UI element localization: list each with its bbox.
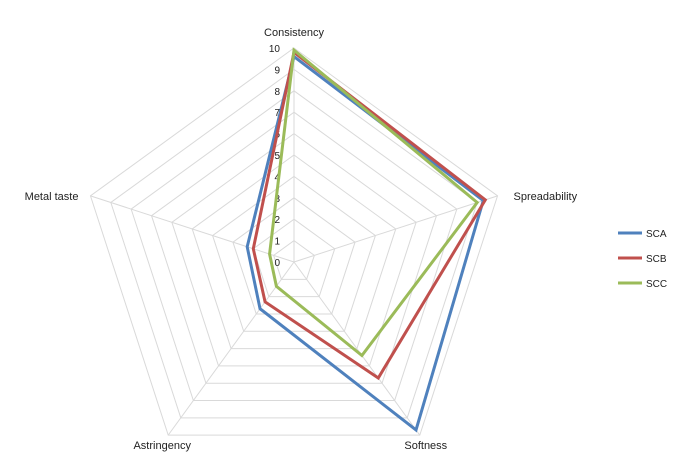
series-lines bbox=[245, 47, 488, 433]
grid-ring bbox=[171, 132, 417, 367]
legend-label: SCA bbox=[646, 229, 667, 240]
tick-label: 10 bbox=[269, 44, 281, 55]
legend: SCA SCB SCC bbox=[618, 229, 667, 290]
series-line-sca bbox=[245, 53, 486, 433]
grid-ring bbox=[273, 239, 315, 280]
legend-label: SCB bbox=[646, 254, 667, 265]
grid-ring bbox=[212, 175, 376, 332]
spoke-line bbox=[90, 195, 295, 263]
radar-spokes bbox=[90, 48, 498, 436]
tick-label: 9 bbox=[274, 65, 280, 76]
tick-label: 8 bbox=[274, 87, 280, 98]
axis-label-spreadability: Spreadability bbox=[514, 191, 578, 203]
axis-label-softness: Softness bbox=[404, 440, 447, 452]
axis-label-consistency: Consistency bbox=[264, 27, 324, 39]
grid-ring bbox=[252, 218, 336, 298]
grid-ring bbox=[150, 111, 438, 384]
axis-label-metal-taste: Metal taste bbox=[25, 191, 79, 203]
grid-ring bbox=[191, 154, 397, 350]
grid-ring bbox=[110, 68, 478, 419]
tick-label: 2 bbox=[274, 215, 280, 226]
spoke-line bbox=[167, 261, 295, 436]
tick-label: 1 bbox=[274, 237, 280, 248]
axis-labels: Consistency Spreadability Softness Astringe… bbox=[25, 27, 578, 452]
tick-label: 0 bbox=[274, 258, 280, 269]
grid-ring bbox=[232, 197, 356, 315]
spoke-line bbox=[293, 261, 421, 436]
tick-label: 7 bbox=[274, 108, 280, 119]
grid-ring bbox=[130, 90, 458, 402]
radar-grid bbox=[89, 47, 499, 436]
grid-ring bbox=[89, 47, 499, 436]
series-line-scb bbox=[251, 49, 488, 381]
spoke-line bbox=[293, 195, 498, 263]
legend-label: SCC bbox=[646, 279, 667, 290]
axis-label-astringency: Astringency bbox=[133, 440, 191, 452]
tick-label: 5 bbox=[274, 151, 280, 162]
series-line-scc bbox=[268, 47, 480, 358]
